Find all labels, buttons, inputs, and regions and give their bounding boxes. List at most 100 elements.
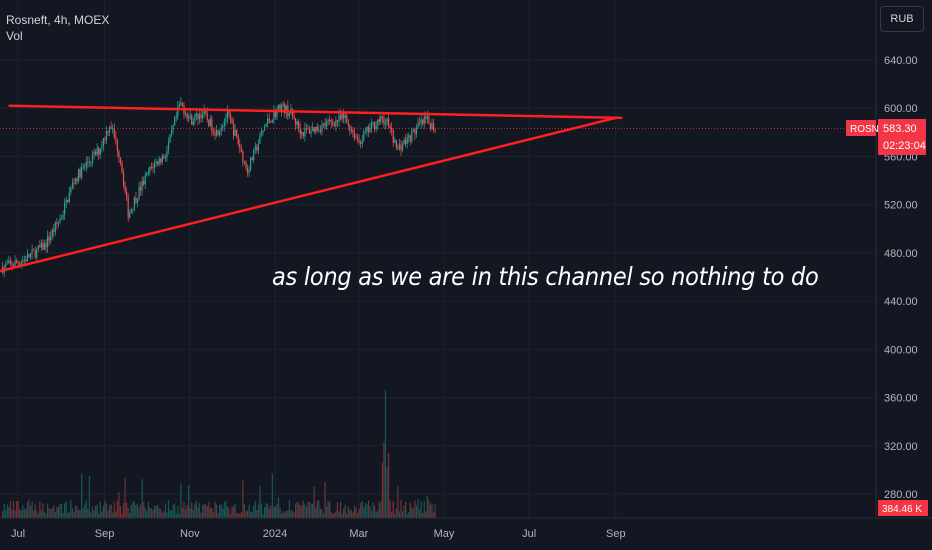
candle-body <box>29 253 32 258</box>
volume-bar <box>409 502 411 518</box>
volume-bar <box>372 502 374 518</box>
candle-body <box>232 123 235 136</box>
volume-indicator-label[interactable]: Vol <box>6 29 23 43</box>
candle-body <box>397 147 399 149</box>
candle-body <box>155 161 157 163</box>
annotation-text[interactable]: as long as we are in this channel so not… <box>272 262 819 291</box>
symbol-title[interactable]: Rosneft, 4h, MOEX <box>6 13 110 27</box>
candle-body <box>133 197 135 210</box>
volume-bar <box>11 509 13 518</box>
price-axis-bg <box>876 0 932 550</box>
volume-bar <box>183 502 185 518</box>
volume-bar <box>425 511 427 518</box>
volume-bar <box>321 509 323 518</box>
candle-body <box>352 130 354 133</box>
candle-body <box>330 120 332 123</box>
volume-bar <box>208 502 210 518</box>
volume-bar <box>200 512 202 518</box>
volume-bar <box>209 507 211 518</box>
candle-body <box>124 185 126 192</box>
candle-body <box>208 120 210 127</box>
volume-bar <box>115 511 117 518</box>
candle-body <box>191 115 193 125</box>
volume-bar <box>167 500 170 518</box>
time-axis[interactable]: Jul Sep Nov 2024 Mar May Jul Sep <box>11 528 626 540</box>
candle-body <box>341 113 343 120</box>
volume-bar <box>56 507 58 518</box>
volume-bar <box>228 507 230 518</box>
candle-body <box>122 172 125 186</box>
candle-body <box>65 199 67 204</box>
candle-body <box>296 121 298 125</box>
volume-bar <box>248 504 250 518</box>
candle-body <box>350 130 352 131</box>
volume-bar <box>220 504 222 518</box>
volume-bar <box>105 503 108 518</box>
candle-body <box>220 127 222 132</box>
candle-body <box>400 144 402 151</box>
volume-bar <box>333 513 335 518</box>
candle-body <box>90 162 92 164</box>
candle-body <box>144 175 146 185</box>
candle-body <box>152 166 154 169</box>
volume-bar <box>271 473 273 518</box>
price-tick-label: 440.00 <box>884 296 918 308</box>
candle-body <box>149 166 151 173</box>
trendline-upper[interactable] <box>8 104 623 120</box>
candle-body <box>113 128 115 137</box>
volume-bar <box>45 513 47 518</box>
currency-button[interactable]: RUB <box>880 6 924 32</box>
candle-body <box>237 135 239 145</box>
candle-body <box>67 199 69 203</box>
volume-bar <box>429 504 432 518</box>
candle-body <box>313 127 315 133</box>
volume-bar <box>279 507 281 518</box>
volume-bar <box>79 510 81 518</box>
candle-body <box>119 157 122 163</box>
candle-body <box>59 218 61 223</box>
candle-body <box>231 120 233 124</box>
volume-bar <box>319 508 321 518</box>
candle-body <box>248 170 250 173</box>
candle-body <box>335 120 337 127</box>
candle-body <box>181 103 184 106</box>
candle-body <box>327 120 329 122</box>
volume-bar <box>98 513 100 518</box>
trendline-lower[interactable] <box>0 116 618 273</box>
candle-body <box>105 130 108 140</box>
candle-body <box>307 128 309 130</box>
volume-bar <box>384 390 387 518</box>
volume-bar <box>293 512 295 518</box>
volume-bar <box>223 502 225 518</box>
candle-body <box>70 187 72 193</box>
candle-body <box>234 129 236 136</box>
candle-body <box>127 197 129 218</box>
volume-bar <box>5 510 7 518</box>
volume-bar <box>17 501 19 518</box>
volume-bar <box>294 503 297 518</box>
candle-body <box>370 122 373 128</box>
candle-body <box>135 197 137 203</box>
bar-countdown: 02:23:04 <box>883 140 926 152</box>
volume-bar <box>226 506 228 518</box>
trendlines[interactable] <box>0 104 623 273</box>
candle-body <box>392 130 394 143</box>
volume-bar <box>161 512 163 518</box>
candle-body <box>192 121 194 125</box>
volume-bar <box>256 510 258 518</box>
candle-body <box>56 222 58 224</box>
candle-body <box>389 125 391 128</box>
price-tick-label: 480.00 <box>884 248 918 260</box>
volume-bar <box>166 512 168 518</box>
volume-bar <box>205 504 207 518</box>
candle-body <box>356 137 359 141</box>
volume-bar <box>391 511 393 518</box>
volume-bar <box>296 501 298 518</box>
candle-body <box>71 182 73 188</box>
candle-body <box>293 116 295 119</box>
volume-bar <box>101 511 103 518</box>
candle-body <box>43 243 46 250</box>
candle-body <box>45 243 47 248</box>
volume-bar <box>240 512 242 518</box>
